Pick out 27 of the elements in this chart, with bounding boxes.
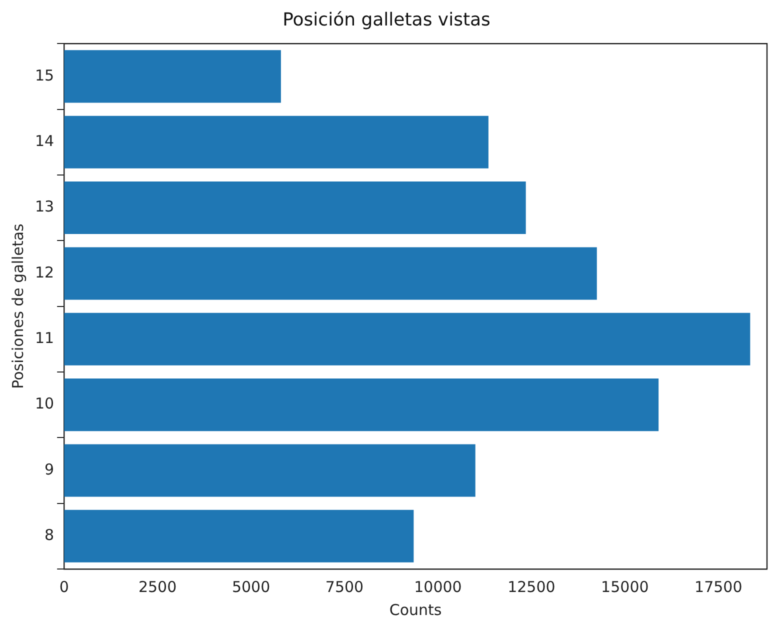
x-tick-label: 2500	[138, 578, 177, 596]
x-tick-label: 7500	[325, 578, 364, 596]
y-tick-label: 12	[34, 263, 54, 282]
bar	[64, 510, 414, 562]
bar	[64, 378, 659, 432]
bar	[64, 182, 526, 234]
bar	[64, 116, 488, 168]
y-tick-label: 15	[34, 66, 54, 84]
x-tick-label: 5000	[232, 578, 270, 596]
y-axis-title: Posiciones de galletas	[8, 223, 27, 389]
y-tick-label: 14	[34, 132, 54, 150]
x-tick-label: 12500	[508, 578, 556, 596]
y-tick-label: 8	[44, 526, 54, 544]
bar	[64, 312, 750, 366]
chart-title: Posición galletas vistas	[282, 9, 490, 30]
x-tick-label: 10000	[414, 578, 462, 596]
bar	[64, 444, 476, 497]
x-tick-label: 0	[59, 578, 69, 596]
x-tick-label: 17500	[694, 578, 742, 596]
x-axis-title: Counts	[389, 600, 442, 619]
bar	[64, 247, 597, 300]
x-tick-label: 15000	[601, 578, 649, 596]
bar	[64, 50, 281, 103]
y-tick-label: 9	[44, 460, 54, 478]
y-tick-label: 10	[34, 394, 54, 413]
y-tick-label: 11	[34, 329, 54, 348]
y-tick-label: 13	[34, 198, 54, 216]
